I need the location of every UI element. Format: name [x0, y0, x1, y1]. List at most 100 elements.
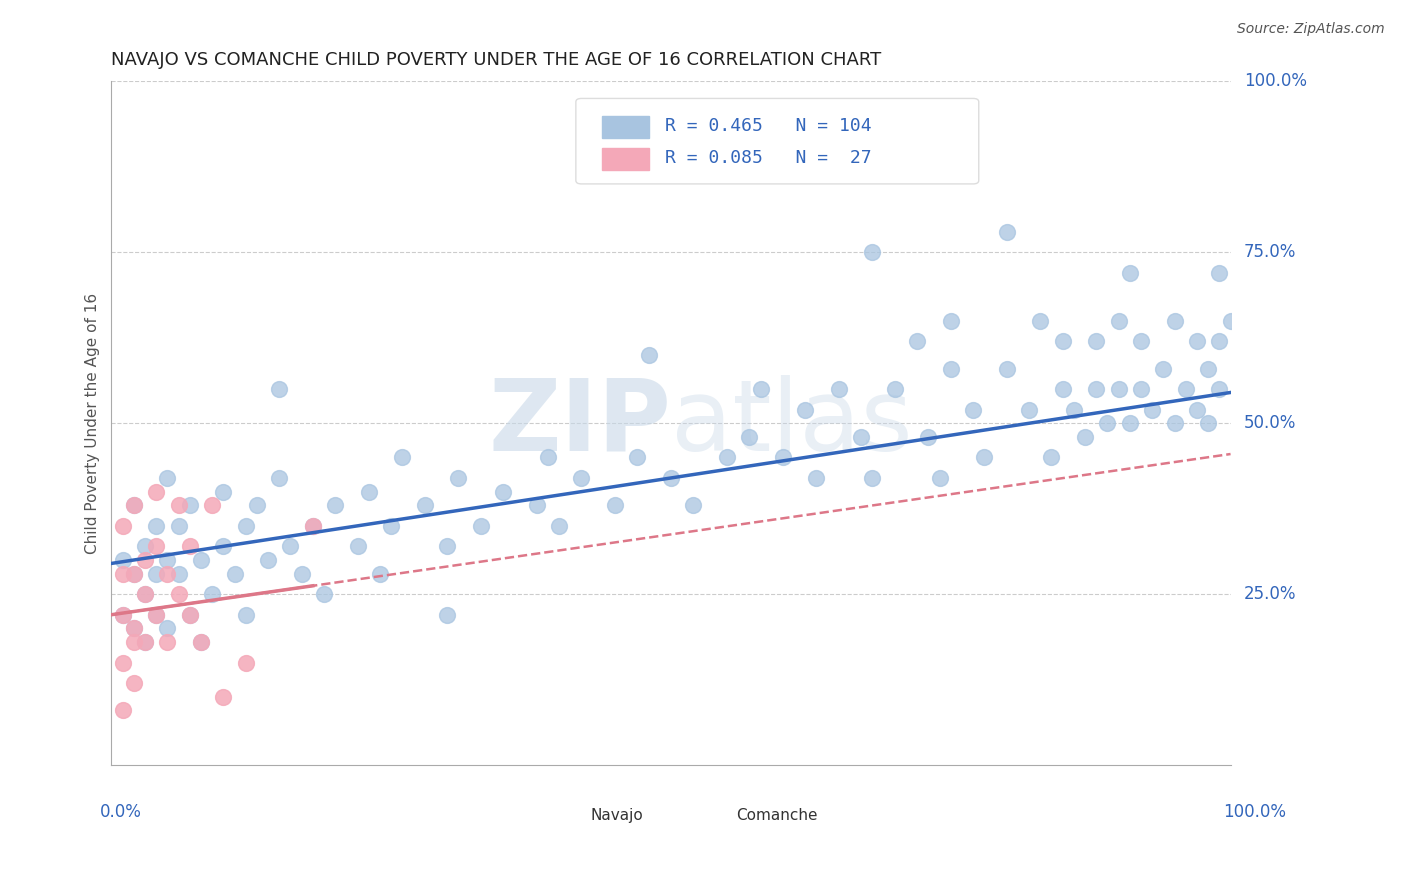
Text: ZIP: ZIP	[488, 375, 671, 472]
Point	[212, 690, 235, 704]
Point	[1097, 416, 1119, 430]
Text: 50.0%: 50.0%	[1244, 414, 1296, 433]
Point	[122, 635, 145, 649]
Text: Source: ZipAtlas.com: Source: ZipAtlas.com	[1237, 22, 1385, 37]
Point	[1208, 334, 1230, 349]
Point	[862, 471, 884, 485]
Text: 25.0%: 25.0%	[1244, 585, 1296, 603]
Point	[995, 225, 1018, 239]
Text: Navajo: Navajo	[591, 808, 643, 823]
Point	[1185, 402, 1208, 417]
FancyBboxPatch shape	[602, 148, 648, 170]
Point	[928, 471, 950, 485]
Point	[235, 518, 257, 533]
Point	[190, 635, 212, 649]
Point	[368, 566, 391, 581]
Point	[346, 539, 368, 553]
Point	[571, 471, 593, 485]
Point	[111, 607, 134, 622]
Text: NAVAJO VS COMANCHE CHILD POVERTY UNDER THE AGE OF 16 CORRELATION CHART: NAVAJO VS COMANCHE CHILD POVERTY UNDER T…	[111, 51, 882, 69]
Point	[156, 471, 179, 485]
Y-axis label: Child Poverty Under the Age of 16: Child Poverty Under the Age of 16	[86, 293, 100, 554]
Point	[212, 484, 235, 499]
Point	[659, 471, 682, 485]
Point	[179, 607, 201, 622]
Point	[134, 635, 156, 649]
Point	[246, 498, 269, 512]
Point	[1163, 314, 1185, 328]
Point	[302, 518, 325, 533]
Text: Comanche: Comanche	[735, 808, 817, 823]
Text: R = 0.465   N = 104: R = 0.465 N = 104	[665, 117, 872, 135]
Point	[1185, 334, 1208, 349]
Text: 100.0%: 100.0%	[1223, 803, 1286, 821]
Point	[1130, 334, 1153, 349]
Point	[1074, 430, 1097, 444]
Point	[1052, 334, 1074, 349]
Point	[851, 430, 873, 444]
Point	[1174, 382, 1197, 396]
Point	[111, 553, 134, 567]
Point	[212, 539, 235, 553]
Point	[380, 518, 402, 533]
Point	[1197, 361, 1219, 376]
Point	[973, 450, 995, 465]
Point	[637, 348, 659, 362]
Point	[738, 430, 761, 444]
FancyBboxPatch shape	[693, 809, 724, 824]
Point	[1119, 266, 1142, 280]
Point	[1085, 334, 1108, 349]
Point	[1063, 402, 1085, 417]
Point	[145, 607, 167, 622]
Point	[1052, 382, 1074, 396]
Point	[312, 587, 335, 601]
Point	[1108, 382, 1130, 396]
Point	[122, 621, 145, 635]
Text: 0.0%: 0.0%	[100, 803, 142, 821]
Point	[111, 607, 134, 622]
Point	[269, 382, 291, 396]
Point	[470, 518, 492, 533]
Point	[145, 607, 167, 622]
Point	[167, 518, 190, 533]
Point	[1208, 266, 1230, 280]
Point	[492, 484, 515, 499]
Point	[1163, 416, 1185, 430]
Point	[122, 498, 145, 512]
Point	[224, 566, 246, 581]
Point	[302, 518, 325, 533]
Text: 75.0%: 75.0%	[1244, 244, 1296, 261]
Point	[122, 676, 145, 690]
Point	[917, 430, 939, 444]
Point	[1219, 314, 1241, 328]
Point	[235, 656, 257, 670]
Point	[806, 471, 828, 485]
Point	[1119, 416, 1142, 430]
Point	[526, 498, 548, 512]
Point	[145, 518, 167, 533]
Point	[1029, 314, 1052, 328]
Point	[122, 621, 145, 635]
FancyBboxPatch shape	[548, 809, 579, 824]
Point	[134, 539, 156, 553]
Point	[167, 566, 190, 581]
Point	[134, 553, 156, 567]
Point	[391, 450, 413, 465]
Point	[111, 703, 134, 717]
FancyBboxPatch shape	[576, 98, 979, 184]
Point	[447, 471, 470, 485]
Point	[190, 553, 212, 567]
Text: R = 0.085   N =  27: R = 0.085 N = 27	[665, 149, 872, 167]
Point	[939, 361, 962, 376]
Point	[257, 553, 280, 567]
Point	[179, 607, 201, 622]
Point	[145, 566, 167, 581]
Point	[794, 402, 817, 417]
Point	[190, 635, 212, 649]
Point	[716, 450, 738, 465]
Point	[962, 402, 984, 417]
Point	[134, 587, 156, 601]
Point	[1085, 382, 1108, 396]
Point	[1152, 361, 1174, 376]
Point	[883, 382, 905, 396]
